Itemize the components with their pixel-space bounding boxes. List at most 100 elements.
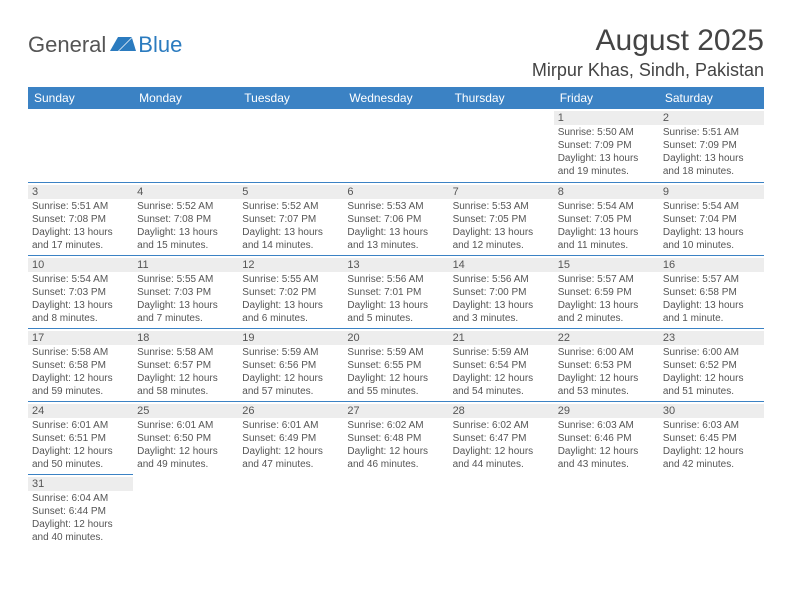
sunrise-text: Sunrise: 5:52 AM bbox=[137, 200, 234, 213]
sunset-text: Sunset: 6:48 PM bbox=[347, 432, 444, 445]
sunrise-text: Sunrise: 5:53 AM bbox=[453, 200, 550, 213]
daylight-text: Daylight: 12 hours bbox=[32, 445, 129, 458]
daylight-text: Daylight: 12 hours bbox=[32, 518, 129, 531]
sunrise-text: Sunrise: 6:02 AM bbox=[453, 419, 550, 432]
day-cell: 14Sunrise: 5:56 AMSunset: 7:00 PMDayligh… bbox=[449, 256, 554, 328]
calendar-cell: 19Sunrise: 5:59 AMSunset: 6:56 PMDayligh… bbox=[238, 328, 343, 401]
daylight-text: and 49 minutes. bbox=[137, 458, 234, 471]
sunset-text: Sunset: 7:05 PM bbox=[453, 213, 550, 226]
day-cell: 4Sunrise: 5:52 AMSunset: 7:08 PMDaylight… bbox=[133, 183, 238, 255]
sunrise-text: Sunrise: 6:02 AM bbox=[347, 419, 444, 432]
day-number: 13 bbox=[343, 258, 448, 272]
day-number: 4 bbox=[133, 185, 238, 199]
day-cell: 1Sunrise: 5:50 AMSunset: 7:09 PMDaylight… bbox=[554, 109, 659, 181]
daylight-text: and 43 minutes. bbox=[558, 458, 655, 471]
sunrise-text: Sunrise: 5:53 AM bbox=[347, 200, 444, 213]
calendar-week-row: 24Sunrise: 6:01 AMSunset: 6:51 PMDayligh… bbox=[28, 401, 764, 474]
sunrise-text: Sunrise: 5:54 AM bbox=[32, 273, 129, 286]
calendar-cell: 7Sunrise: 5:53 AMSunset: 7:05 PMDaylight… bbox=[449, 182, 554, 255]
calendar-cell: 2Sunrise: 5:51 AMSunset: 7:09 PMDaylight… bbox=[659, 109, 764, 182]
sunset-text: Sunset: 7:06 PM bbox=[347, 213, 444, 226]
daylight-text: and 42 minutes. bbox=[663, 458, 760, 471]
calendar-cell bbox=[449, 474, 554, 547]
calendar-cell: 30Sunrise: 6:03 AMSunset: 6:45 PMDayligh… bbox=[659, 401, 764, 474]
sunrise-text: Sunrise: 5:59 AM bbox=[242, 346, 339, 359]
calendar-cell bbox=[133, 109, 238, 182]
daylight-text: Daylight: 13 hours bbox=[347, 226, 444, 239]
sunrise-text: Sunrise: 5:52 AM bbox=[242, 200, 339, 213]
sunset-text: Sunset: 6:52 PM bbox=[663, 359, 760, 372]
sunrise-text: Sunrise: 5:55 AM bbox=[242, 273, 339, 286]
calendar-cell: 14Sunrise: 5:56 AMSunset: 7:00 PMDayligh… bbox=[449, 255, 554, 328]
sunrise-text: Sunrise: 5:58 AM bbox=[32, 346, 129, 359]
day-cell: 23Sunrise: 6:00 AMSunset: 6:52 PMDayligh… bbox=[659, 329, 764, 401]
daylight-text: Daylight: 13 hours bbox=[137, 226, 234, 239]
sunrise-text: Sunrise: 5:50 AM bbox=[558, 126, 655, 139]
calendar-cell bbox=[554, 474, 659, 547]
daylight-text: Daylight: 12 hours bbox=[453, 372, 550, 385]
daylight-text: Daylight: 13 hours bbox=[347, 299, 444, 312]
day-number: 18 bbox=[133, 331, 238, 345]
calendar-cell: 25Sunrise: 6:01 AMSunset: 6:50 PMDayligh… bbox=[133, 401, 238, 474]
daylight-text: and 57 minutes. bbox=[242, 385, 339, 398]
day-number: 12 bbox=[238, 258, 343, 272]
sunset-text: Sunset: 7:09 PM bbox=[558, 139, 655, 152]
sunset-text: Sunset: 6:59 PM bbox=[558, 286, 655, 299]
weekday-header: Saturday bbox=[659, 87, 764, 109]
sunrise-text: Sunrise: 5:59 AM bbox=[347, 346, 444, 359]
day-number: 10 bbox=[28, 258, 133, 272]
day-cell: 11Sunrise: 5:55 AMSunset: 7:03 PMDayligh… bbox=[133, 256, 238, 328]
day-number: 26 bbox=[238, 404, 343, 418]
sunrise-text: Sunrise: 6:00 AM bbox=[558, 346, 655, 359]
calendar-cell: 6Sunrise: 5:53 AMSunset: 7:06 PMDaylight… bbox=[343, 182, 448, 255]
day-cell: 22Sunrise: 6:00 AMSunset: 6:53 PMDayligh… bbox=[554, 329, 659, 401]
day-number: 2 bbox=[659, 111, 764, 125]
daylight-text: Daylight: 12 hours bbox=[558, 372, 655, 385]
daylight-text: and 55 minutes. bbox=[347, 385, 444, 398]
calendar-cell: 23Sunrise: 6:00 AMSunset: 6:52 PMDayligh… bbox=[659, 328, 764, 401]
sunrise-text: Sunrise: 6:03 AM bbox=[663, 419, 760, 432]
sunrise-text: Sunrise: 5:56 AM bbox=[347, 273, 444, 286]
weekday-header-row: Sunday Monday Tuesday Wednesday Thursday… bbox=[28, 87, 764, 109]
calendar-cell: 3Sunrise: 5:51 AMSunset: 7:08 PMDaylight… bbox=[28, 182, 133, 255]
day-cell: 19Sunrise: 5:59 AMSunset: 6:56 PMDayligh… bbox=[238, 329, 343, 401]
sunset-text: Sunset: 7:08 PM bbox=[137, 213, 234, 226]
calendar-cell bbox=[343, 109, 448, 182]
flag-icon bbox=[110, 37, 136, 55]
daylight-text: Daylight: 12 hours bbox=[558, 445, 655, 458]
sunrise-text: Sunrise: 5:58 AM bbox=[137, 346, 234, 359]
daylight-text: and 53 minutes. bbox=[558, 385, 655, 398]
daylight-text: Daylight: 12 hours bbox=[453, 445, 550, 458]
day-number: 3 bbox=[28, 185, 133, 199]
daylight-text: and 15 minutes. bbox=[137, 239, 234, 252]
calendar-cell: 15Sunrise: 5:57 AMSunset: 6:59 PMDayligh… bbox=[554, 255, 659, 328]
daylight-text: and 8 minutes. bbox=[32, 312, 129, 325]
weekday-header: Thursday bbox=[449, 87, 554, 109]
calendar-week-row: 10Sunrise: 5:54 AMSunset: 7:03 PMDayligh… bbox=[28, 255, 764, 328]
calendar-cell: 28Sunrise: 6:02 AMSunset: 6:47 PMDayligh… bbox=[449, 401, 554, 474]
day-number: 28 bbox=[449, 404, 554, 418]
logo: General Blue bbox=[28, 24, 182, 58]
calendar-cell: 24Sunrise: 6:01 AMSunset: 6:51 PMDayligh… bbox=[28, 401, 133, 474]
sunrise-text: Sunrise: 5:56 AM bbox=[453, 273, 550, 286]
daylight-text: and 40 minutes. bbox=[32, 531, 129, 544]
daylight-text: Daylight: 13 hours bbox=[32, 226, 129, 239]
title-block: August 2025 Mirpur Khas, Sindh, Pakistan bbox=[532, 24, 764, 81]
daylight-text: and 59 minutes. bbox=[32, 385, 129, 398]
sunset-text: Sunset: 6:47 PM bbox=[453, 432, 550, 445]
calendar-cell bbox=[659, 474, 764, 547]
weekday-header: Monday bbox=[133, 87, 238, 109]
daylight-text: Daylight: 13 hours bbox=[663, 226, 760, 239]
day-number: 19 bbox=[238, 331, 343, 345]
daylight-text: and 47 minutes. bbox=[242, 458, 339, 471]
calendar-cell: 27Sunrise: 6:02 AMSunset: 6:48 PMDayligh… bbox=[343, 401, 448, 474]
day-cell: 30Sunrise: 6:03 AMSunset: 6:45 PMDayligh… bbox=[659, 402, 764, 474]
calendar-cell bbox=[133, 474, 238, 547]
day-cell: 29Sunrise: 6:03 AMSunset: 6:46 PMDayligh… bbox=[554, 402, 659, 474]
calendar-table: Sunday Monday Tuesday Wednesday Thursday… bbox=[28, 87, 764, 547]
calendar-cell: 21Sunrise: 5:59 AMSunset: 6:54 PMDayligh… bbox=[449, 328, 554, 401]
day-cell: 21Sunrise: 5:59 AMSunset: 6:54 PMDayligh… bbox=[449, 329, 554, 401]
daylight-text: Daylight: 12 hours bbox=[347, 372, 444, 385]
calendar-cell: 22Sunrise: 6:00 AMSunset: 6:53 PMDayligh… bbox=[554, 328, 659, 401]
day-number: 11 bbox=[133, 258, 238, 272]
